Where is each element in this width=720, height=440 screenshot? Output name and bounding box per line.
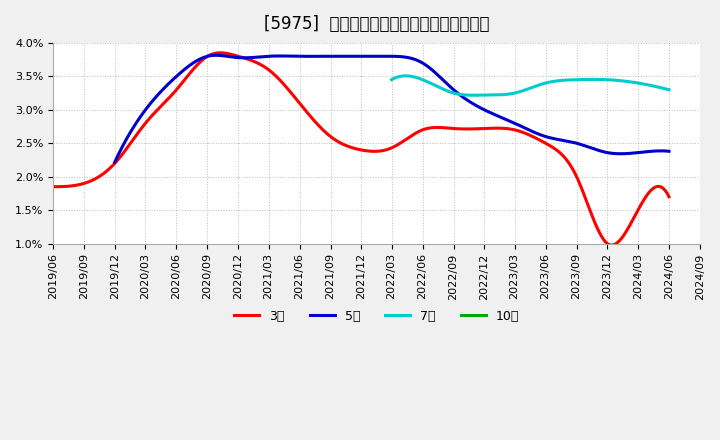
Legend: 3年, 5年, 7年, 10年: 3年, 5年, 7年, 10年 — [229, 304, 524, 328]
Title: [5975]  経常利益マージンの標準偏差の推移: [5975] 経常利益マージンの標準偏差の推移 — [264, 15, 490, 33]
